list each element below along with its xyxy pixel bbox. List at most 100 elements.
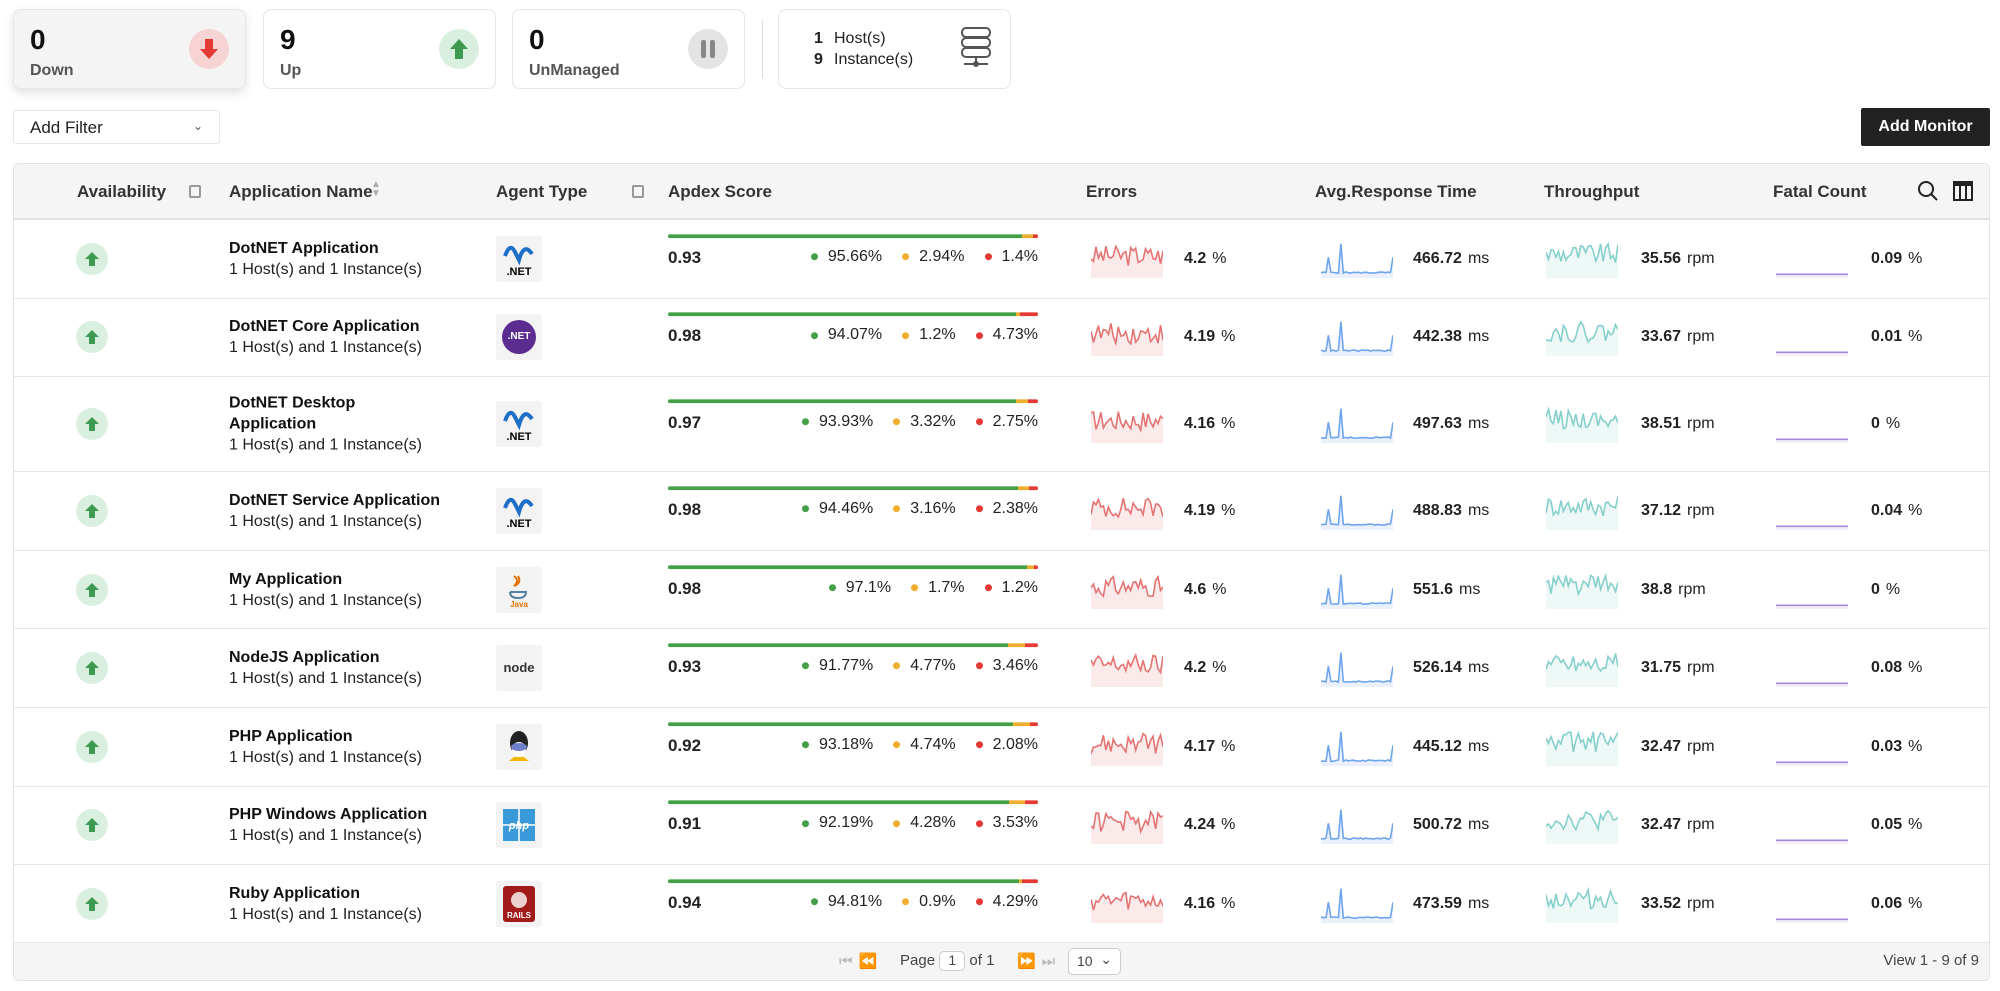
add-filter-dropdown[interactable]: Add Filter ⌄ (13, 110, 220, 144)
fatal-count-value: 0.03% (1871, 737, 1923, 755)
apdex-score-cell: 0.98 94.46% 3.16% 2.38% (668, 486, 1038, 526)
summary-unmanaged-card[interactable]: 0 UnManaged (512, 9, 745, 89)
apdex-tolerating-segment (1017, 486, 1030, 491)
thr-sparkline (1546, 572, 1618, 609)
apdex-frustrated-segment (1029, 486, 1038, 491)
response-time-value: 497.63 ms (1413, 415, 1490, 433)
throughput-value: 32.47 rpm (1641, 816, 1715, 834)
application-name-cell[interactable]: NodeJS Application 1 Host(s) and 1 Instan… (229, 647, 422, 689)
summary-down-card[interactable]: 0 Down (13, 9, 246, 89)
application-name[interactable]: Ruby Application (229, 884, 360, 902)
satisfied-percent: 94.81% (811, 893, 882, 911)
application-name-cell[interactable]: DotNET Desktop Application 1 Host(s) and … (229, 393, 422, 456)
resp-sparkline (1321, 408, 1393, 444)
svg-text:.NET: .NET (506, 266, 531, 278)
apdex-score-cell: 0.94 94.81% 0.9% 4.29% (668, 879, 1038, 919)
thr-sparkline (1546, 653, 1618, 688)
table-body: DotNET Application 1 Host(s) and 1 Instan… (14, 220, 1989, 944)
frustrated-percent: 3.46% (976, 657, 1038, 675)
table-row[interactable]: DotNET Service Application 1 Host(s) and … (14, 472, 1989, 551)
add-monitor-button[interactable]: Add Monitor (1861, 108, 1990, 146)
application-name-cell[interactable]: PHP Windows Application 1 Host(s) and 1 I… (229, 804, 427, 846)
apdex-frustrated-segment (1030, 721, 1038, 726)
application-name-cell[interactable]: PHP Application 1 Host(s) and 1 Instance(… (229, 726, 422, 768)
application-name[interactable]: DotNET Service Application (229, 491, 440, 509)
throughput-value: 35.56 rpm (1641, 249, 1715, 267)
frustrated-percent: 2.75% (976, 413, 1038, 431)
host-instance-count: 1 Host(s) and 1 Instance(s) (229, 260, 422, 278)
page-control: Page 1 of 1 (900, 951, 994, 971)
application-name-cell[interactable]: My Application 1 Host(s) and 1 Instance(s… (229, 569, 422, 611)
col-fatal-count[interactable]: Fatal Count (1773, 182, 1867, 201)
application-name-cell[interactable]: DotNET Service Application 1 Host(s) and … (229, 490, 440, 532)
col-avg-response-time[interactable]: Avg.Response Time (1315, 182, 1477, 201)
page-size-select[interactable]: 10 ⌄ (1068, 948, 1121, 975)
satisfied-percent: 94.46% (802, 500, 873, 518)
fatal-count-value: 0.01% (1871, 328, 1923, 346)
summary-hosts-card[interactable]: 1 Host(s) 9 Instance(s) (778, 9, 1011, 89)
arrow-up-icon (439, 29, 479, 69)
table-header: Availability Application Name ▲ ▼ Agent T… (14, 164, 1989, 220)
first-prev-page-icons[interactable]: ⏮⏪ (839, 953, 884, 970)
table-row[interactable]: PHP Windows Application 1 Host(s) and 1 I… (14, 787, 1989, 866)
err-sparkline (1091, 574, 1163, 609)
apdex-frustrated-segment (1033, 564, 1038, 569)
application-name[interactable]: NodeJS Application (229, 649, 380, 667)
sort-icon[interactable]: ▲ ▼ (371, 179, 381, 199)
page-input[interactable]: 1 (939, 951, 966, 971)
application-name[interactable]: DotNET Desktop Application (229, 394, 356, 433)
table-row[interactable]: My Application 1 Host(s) and 1 Instance(s… (14, 551, 1989, 630)
agent-dotnet-icon: .NET (496, 235, 542, 282)
resp-sparkline (1321, 243, 1393, 278)
col-application-name[interactable]: Application Name (229, 182, 373, 201)
col-throughput[interactable]: Throughput (1544, 182, 1640, 201)
apdex-bar (668, 800, 1038, 805)
table-row[interactable]: DotNET Core Application 1 Host(s) and 1 I… (14, 299, 1989, 378)
apdex-score: 0.98 (668, 500, 702, 520)
svg-text:.NET: .NET (506, 518, 531, 530)
application-name[interactable]: My Application (229, 570, 343, 588)
resp-sparkline (1321, 888, 1393, 923)
svg-text:node: node (503, 660, 534, 675)
col-availability[interactable]: Availability (77, 182, 167, 201)
application-name[interactable]: PHP Application (229, 727, 353, 745)
table-row[interactable]: DotNET Desktop Application 1 Host(s) and … (14, 377, 1989, 473)
thr-sparkline (1546, 886, 1618, 923)
next-last-page-icons[interactable]: ⏩⏭ (1017, 953, 1062, 970)
instance-count: 9 (814, 51, 823, 68)
apdex-score: 0.91 (668, 814, 702, 834)
application-name-cell[interactable]: Ruby Application 1 Host(s) and 1 Instance… (229, 883, 422, 925)
errors-value: 4.2% (1184, 249, 1227, 267)
application-name[interactable]: PHP Windows Application (229, 806, 428, 824)
col-errors[interactable]: Errors (1086, 182, 1138, 201)
fatal-sparkline (1776, 273, 1848, 278)
fatal-count-value: 0.05% (1871, 816, 1923, 834)
agent-dotnet-icon: .NET (496, 487, 542, 534)
pagination-bar: ⏮⏪ Page 1 of 1 ⏩⏭ 10 ⌄ View 1 - 9 of 9 (14, 942, 1989, 980)
columns-icon[interactable] (1953, 181, 1973, 206)
col-apdex-score[interactable]: Apdex Score (668, 182, 772, 201)
comment-icon[interactable] (632, 185, 644, 198)
col-agent-type[interactable]: Agent Type (496, 182, 588, 201)
application-name-cell[interactable]: DotNET Core Application 1 Host(s) and 1 I… (229, 316, 422, 358)
applications-table: Availability Application Name ▲ ▼ Agent T… (13, 163, 1990, 981)
application-name[interactable]: DotNET Core Application (229, 318, 420, 336)
search-icon[interactable] (1917, 180, 1939, 207)
status-up-icon (76, 321, 108, 354)
summary-up-card[interactable]: 9 Up (263, 9, 496, 89)
comment-icon[interactable] (189, 185, 201, 198)
apdex-bar (668, 721, 1038, 726)
application-name-cell[interactable]: DotNET Application 1 Host(s) and 1 Instan… (229, 238, 422, 280)
throughput-value: 38.51 rpm (1641, 415, 1715, 433)
err-sparkline (1091, 891, 1163, 923)
tolerating-percent: 3.32% (893, 413, 955, 431)
table-row[interactable]: Ruby Application 1 Host(s) and 1 Instance… (14, 865, 1989, 944)
satisfied-percent: 91.77% (802, 657, 873, 675)
host-instance-count: 1 Host(s) and 1 Instance(s) (229, 905, 422, 923)
status-up-icon (76, 242, 108, 275)
table-row[interactable]: DotNET Application 1 Host(s) and 1 Instan… (14, 220, 1989, 299)
table-row[interactable]: NodeJS Application 1 Host(s) and 1 Instan… (14, 629, 1989, 708)
application-name[interactable]: DotNET Application (229, 239, 379, 257)
host-count: 1 (814, 30, 823, 47)
table-row[interactable]: PHP Application 1 Host(s) and 1 Instance(… (14, 708, 1989, 787)
